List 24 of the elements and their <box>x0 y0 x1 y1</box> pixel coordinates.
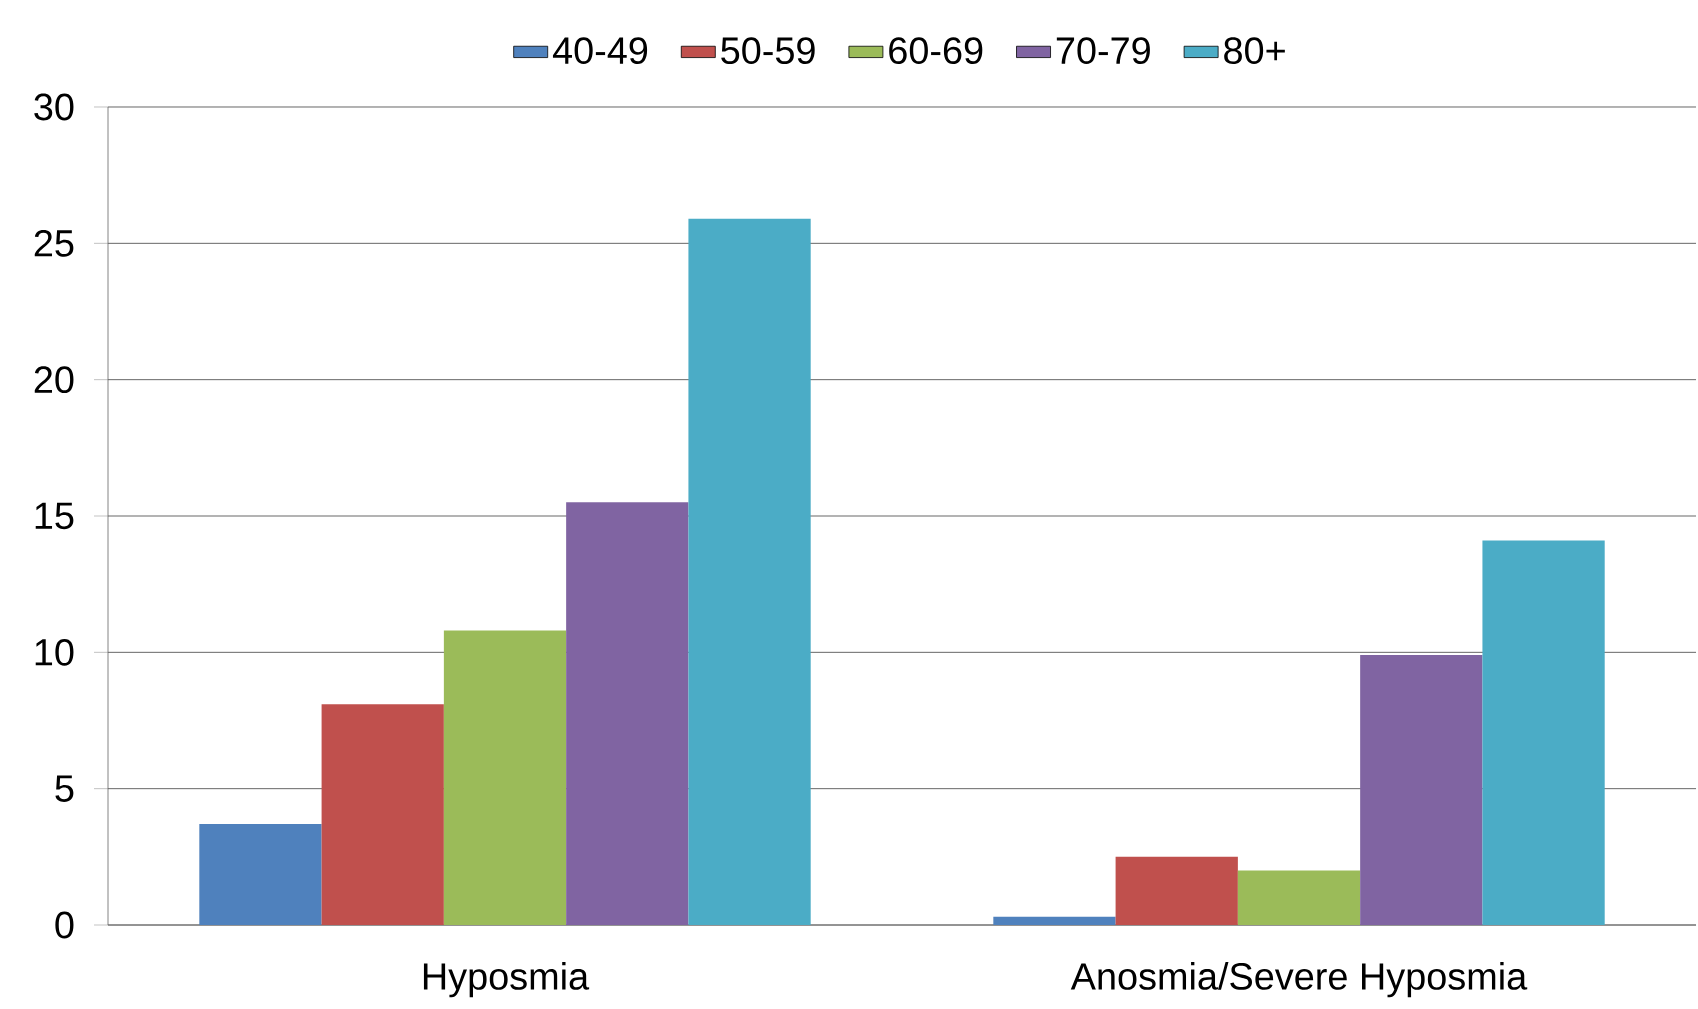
legend-label: 40-49 <box>552 37 648 65</box>
legend-label: 70-79 <box>1056 37 1150 65</box>
bar <box>566 502 689 925</box>
bar <box>993 916 1116 925</box>
bar <box>199 824 322 925</box>
x-tick-label: Anosmia/Severe Hyposmia <box>1070 962 1528 998</box>
legend-label: 50-59 <box>721 37 815 65</box>
y-tick-label: 10 <box>35 638 74 666</box>
bar <box>321 704 444 925</box>
y-tick-label: 30 <box>34 93 74 121</box>
bar <box>443 630 567 925</box>
x-tick-label: Hyposmia <box>423 962 590 998</box>
bar <box>1360 655 1483 925</box>
y-tick-label: 5 <box>55 775 74 802</box>
legend-label: 80+ <box>1224 37 1285 65</box>
y-tick-label: 25 <box>34 229 74 257</box>
bar <box>1237 870 1361 925</box>
bar <box>1482 540 1605 925</box>
y-tick-label: 0 <box>55 911 74 939</box>
bar <box>1115 856 1238 925</box>
legend-label: 60-69 <box>889 37 983 65</box>
y-tick-label: 20 <box>34 366 74 394</box>
y-tick-label: 15 <box>35 502 74 530</box>
bar <box>688 218 811 925</box>
